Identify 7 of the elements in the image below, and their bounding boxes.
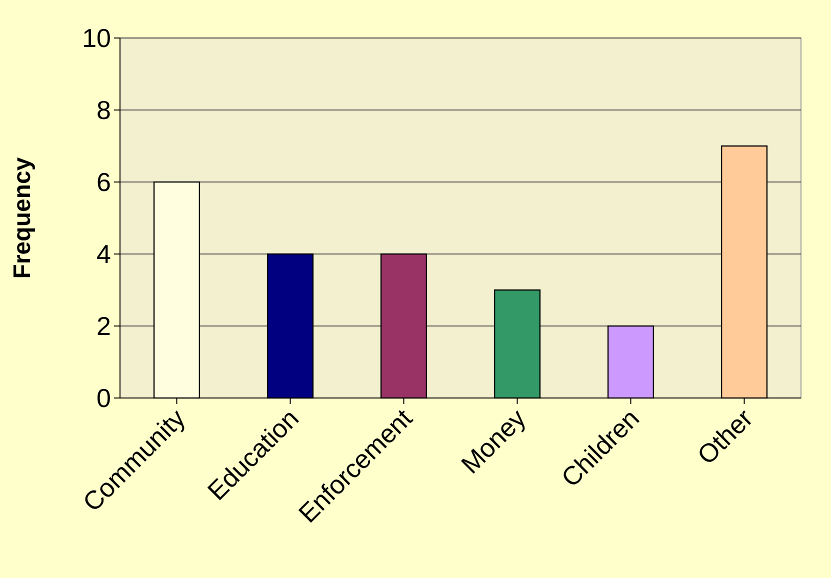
y-tick-label: 6	[96, 167, 111, 198]
y-tick-label: 4	[96, 239, 111, 270]
y-tick-label: 2	[96, 311, 111, 342]
y-tick-label: 10	[82, 23, 111, 54]
y-tick-label: 8	[96, 95, 111, 126]
y-axis-title: Frequency	[9, 156, 36, 279]
y-tick-label: 0	[96, 383, 111, 414]
